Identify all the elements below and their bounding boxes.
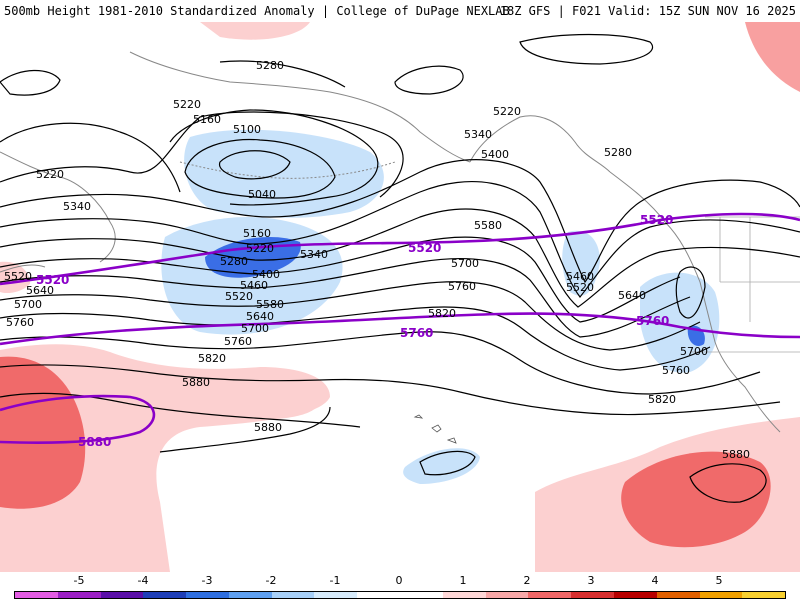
colorbar-tick: 1 [459,574,467,587]
colorbar-swatch [228,592,272,598]
climatology-label: 5760 [636,314,669,328]
colorbar-swatch [57,592,101,598]
contour-label: 5340 [300,248,328,261]
contour-label: 5700 [241,322,269,335]
contour-label: 5520 [566,281,594,294]
contour-label: 5640 [246,310,274,323]
alaska-coastline [129,51,611,173]
climatology-label: 5520 [36,273,69,287]
contour-label: 5220 [493,105,521,118]
contour-label: 5520 [4,270,32,283]
contour-label: 5220 [246,242,274,255]
contour-label: 5880 [254,421,282,434]
colorbar-swatch [528,592,572,598]
contour-label: 5460 [566,270,594,283]
contour-label: 5280 [604,146,632,159]
climatology-contours [0,212,800,444]
contour-label: 5460 [240,279,268,292]
contour-label: 5640 [618,289,646,302]
map-title: 500mb Height 1981-2010 Standardized Anom… [4,4,510,18]
colorbar-swatch [357,592,401,598]
na-west-coastline [609,171,781,433]
contour-label: 5340 [63,200,91,213]
colorbar-swatch [100,592,144,598]
contour-label: 5280 [256,59,284,72]
contour-label: 5700 [14,298,42,311]
contour-label: 5760 [448,280,476,293]
contour-label: 5820 [648,393,676,406]
colorbar-tick: -2 [265,574,277,587]
contour-label: 5820 [198,352,226,365]
contour-label: 5880 [182,376,210,389]
colorbar-swatch [742,592,786,598]
contour-label: 5220 [36,168,64,181]
positive-anomaly-southeast-strong [621,451,771,548]
colorbar: -5 -4 -3 -2 -1 0 1 2 3 4 5 [0,572,800,600]
positive-anomaly-northeast [745,22,800,92]
colorbar-scale [14,591,786,599]
contour-label: 5760 [662,364,690,377]
colorbar-swatch [314,592,358,598]
hawaii-islands [413,414,457,444]
contour-label: 5280 [220,255,248,268]
climatology-label: 5520 [640,213,673,227]
contour-label: 5400 [252,268,280,281]
colorbar-swatch [699,592,743,598]
contour-label: 5700 [680,345,708,358]
asia-coastline [0,151,116,273]
colorbar-swatch [400,592,443,598]
contour-label: 5580 [256,298,284,311]
colorbar-swatch [271,592,315,598]
colorbar-swatch [485,592,529,598]
colorbar-swatch [15,592,58,598]
colorbar-swatch [143,592,187,598]
purple-label-group: 5520 5520 5520 5760 5760 5880 [36,213,673,449]
colorbar-tick: -4 [137,574,149,587]
negative-anomaly-pacnw [562,230,600,296]
anomaly-map: 5280 5220 5160 5100 5040 5220 5340 5160 … [0,22,800,572]
climatology-label: 5880 [78,435,111,449]
contour-label: 5640 [26,284,54,297]
colorbar-swatch [613,592,657,598]
colorbar-swatch [656,592,700,598]
negative-anomaly-gulf [184,129,384,218]
climatology-label: 5520 [408,241,441,255]
colorbar-tick: -3 [201,574,213,587]
contour-label: 5160 [193,113,221,126]
contour-label: 5040 [248,188,276,201]
title-bar: 500mb Height 1981-2010 Standardized Anom… [0,0,800,22]
contour-label: 5760 [224,335,252,348]
contour-label: 5820 [428,307,456,320]
contour-label: 5220 [173,98,201,111]
climatology-label: 5760 [400,326,433,340]
border-lines [690,216,800,353]
positive-anomaly-mid [228,391,320,420]
model-valid-time: 18Z GFS | F021 Valid: 15Z SUN NOV 16 202… [499,4,796,18]
positive-anomaly-north [200,22,310,40]
colorbar-tick: 2 [523,574,531,587]
colorbar-tick: -1 [329,574,341,587]
contour-label-group: 5280 5220 5160 5100 5040 5220 5340 5160 … [4,59,750,461]
colorbar-tick: 4 [651,574,659,587]
contour-label: 5340 [464,128,492,141]
colorbar-tick: 0 [395,574,403,587]
contour-label: 5520 [225,290,253,303]
colorbar-tick: 5 [715,574,723,587]
contour-label: 5880 [722,448,750,461]
contour-label: 5100 [233,123,261,136]
contour-label: 5580 [474,219,502,232]
negative-anomaly-hawaii [403,448,480,484]
colorbar-swatch [571,592,614,598]
colorbar-tick: 3 [587,574,595,587]
colorbar-swatch [186,592,229,598]
contour-label: 5400 [481,148,509,161]
contour-label: 5160 [243,227,271,240]
contour-label: 5700 [451,257,479,270]
colorbar-tick: -5 [73,574,85,587]
negative-anomaly-coast [640,272,720,373]
colorbar-swatch [442,592,486,598]
contour-label: 5760 [6,316,34,329]
